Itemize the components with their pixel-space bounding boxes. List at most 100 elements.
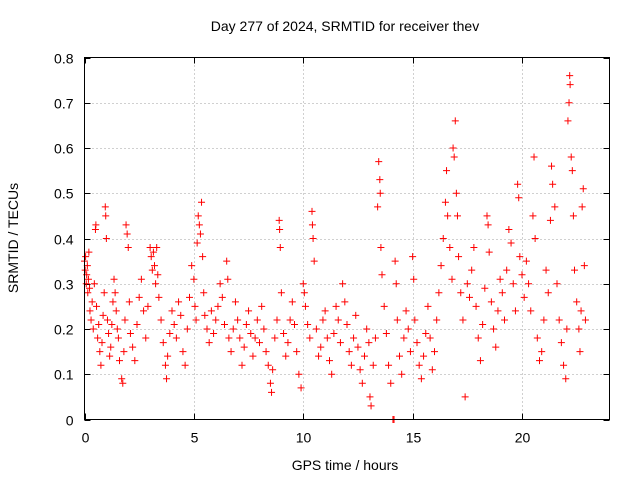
data-point [186,293,193,301]
data-point [459,316,467,324]
data-point [566,81,574,89]
data-point [507,239,515,247]
data-point [161,361,169,369]
data-point [109,298,117,306]
data-point [96,348,104,356]
y-tick-label: 0.2 [54,322,74,338]
data-point [400,334,408,342]
data-point [392,280,400,288]
data-point [212,316,220,324]
data-point [336,339,344,347]
data-point [326,357,333,365]
data-point [280,330,288,338]
data-point [133,320,141,328]
data-point [367,402,375,410]
data-point [451,117,459,125]
data-point [509,280,517,288]
data-point [315,352,323,360]
y-tick-label: 0.3 [54,277,74,293]
data-point [86,284,94,292]
data-point [308,221,316,229]
x-tick-label: 0 [82,430,90,446]
data-point [193,239,201,247]
data-point [119,379,127,387]
data-point [146,244,154,252]
data-point [540,316,548,324]
data-point [568,167,576,175]
data-point [299,280,307,288]
data-point [100,289,108,297]
data-point [487,298,495,306]
data-point [126,330,134,338]
data-point [205,339,213,347]
data-point [564,117,572,125]
data-point [439,235,447,242]
data-point [417,375,425,383]
data-point [98,339,106,347]
data-point [365,339,373,347]
data-point [334,316,342,324]
data-point [142,334,150,342]
data-point [103,316,111,324]
data-point [191,302,199,310]
data-point [358,379,366,387]
data-point [498,289,506,297]
data-point [135,293,143,301]
data-point [306,334,314,342]
data-point [433,316,441,324]
data-point [485,248,493,256]
data-point [147,253,155,261]
data-point [413,339,421,347]
data-point [494,307,502,315]
data-point [118,375,126,383]
data-point [352,311,360,319]
data-point [452,189,460,197]
data-point [276,244,284,252]
data-point [85,248,93,256]
data-point [312,325,320,333]
data-point [527,307,535,315]
data-point [332,302,340,310]
data-point [551,203,559,211]
data-point [99,311,107,319]
data-point [88,298,96,306]
data-point [224,275,232,283]
data-point [234,316,242,324]
data-point [282,352,290,360]
data-point [95,320,103,328]
data-point [166,330,174,338]
data-point [120,348,128,356]
data-point [516,253,524,261]
data-point [172,334,180,342]
data-point [472,302,480,310]
data-point [153,244,161,252]
data-point [253,316,261,324]
data-point [557,339,565,347]
data-point [258,302,266,310]
axis-ticks: 0 0.1 0.2 0.3 0.4 0.5 0.6 0.7 0.8 0 5 10 15 20 [54,51,610,446]
data-point [522,257,530,265]
plot-frame [84,57,610,420]
data-point [137,275,145,283]
data-point [444,212,452,220]
data-point [560,361,568,369]
data-point [93,302,101,310]
data-point [90,280,98,288]
data-point [112,307,120,315]
data-point [266,379,274,387]
data-point [81,266,89,274]
data-point [548,162,556,170]
data-point [229,325,237,333]
data-point [284,339,292,347]
y-tick-label: 0.1 [54,367,74,383]
data-point [183,325,191,333]
data-point [376,189,384,197]
data-point [102,235,110,242]
x-tick-label: 15 [406,430,422,446]
data-point [151,262,158,270]
data-point [396,352,403,360]
data-point [163,375,171,383]
data-point [304,320,312,328]
data-point [468,266,476,274]
data-point [87,316,95,324]
